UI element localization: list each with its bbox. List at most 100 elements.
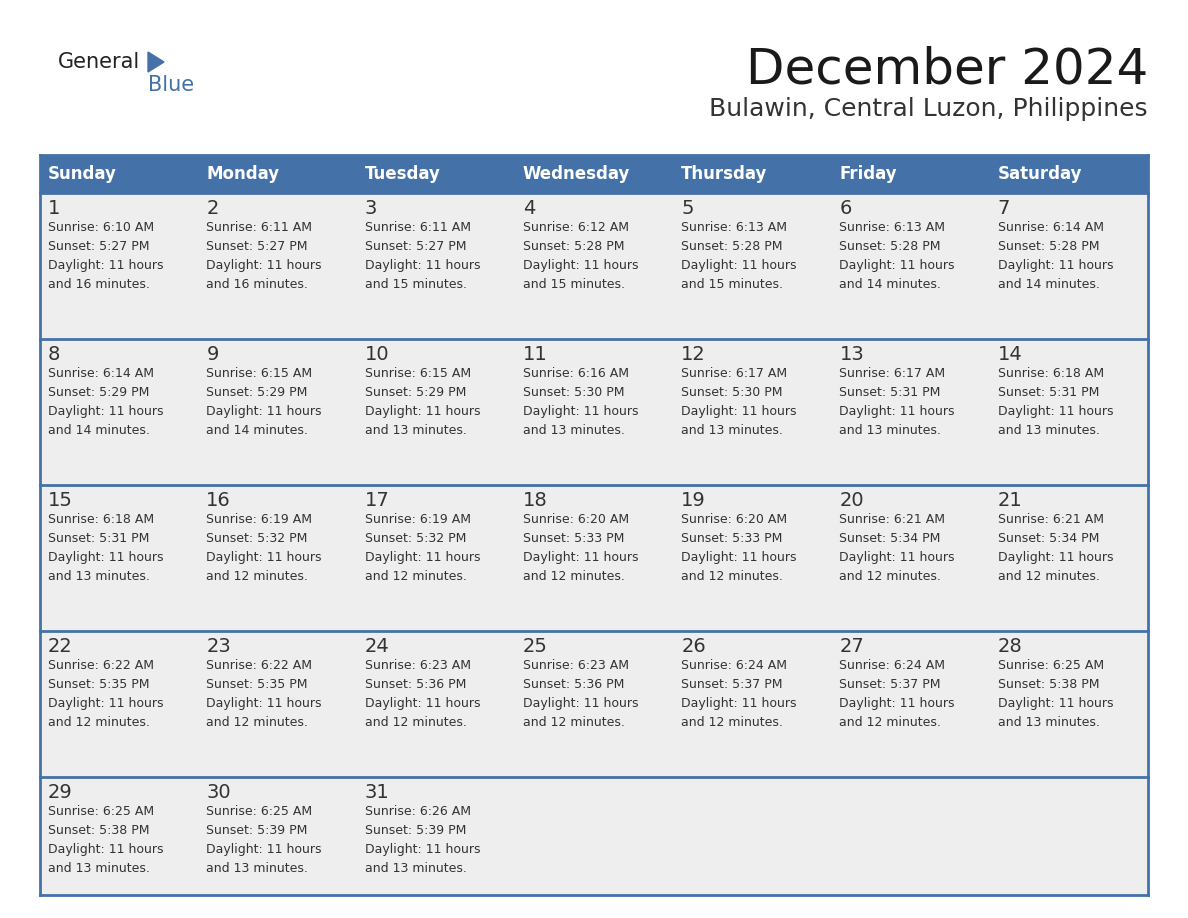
Bar xyxy=(40,155,198,193)
Text: Daylight: 11 hours: Daylight: 11 hours xyxy=(365,259,480,272)
Text: 20: 20 xyxy=(840,491,864,510)
Bar xyxy=(40,339,198,485)
Text: Daylight: 11 hours: Daylight: 11 hours xyxy=(207,843,322,856)
Text: 21: 21 xyxy=(998,491,1023,510)
Bar xyxy=(990,777,1148,895)
Text: Daylight: 11 hours: Daylight: 11 hours xyxy=(998,259,1113,272)
Bar xyxy=(514,193,674,339)
Text: Sunset: 5:29 PM: Sunset: 5:29 PM xyxy=(207,386,308,399)
Text: Sunset: 5:31 PM: Sunset: 5:31 PM xyxy=(48,532,150,545)
Bar xyxy=(356,485,514,631)
Text: Sunrise: 6:16 AM: Sunrise: 6:16 AM xyxy=(523,367,628,380)
Text: Daylight: 11 hours: Daylight: 11 hours xyxy=(523,259,638,272)
Text: Sunset: 5:31 PM: Sunset: 5:31 PM xyxy=(998,386,1099,399)
Text: and 12 minutes.: and 12 minutes. xyxy=(840,570,941,583)
Text: Sunset: 5:33 PM: Sunset: 5:33 PM xyxy=(523,532,624,545)
Text: 8: 8 xyxy=(48,345,61,364)
Text: Sunset: 5:29 PM: Sunset: 5:29 PM xyxy=(365,386,466,399)
Text: Sunset: 5:35 PM: Sunset: 5:35 PM xyxy=(48,678,150,691)
Text: Daylight: 11 hours: Daylight: 11 hours xyxy=(365,843,480,856)
Text: Sunrise: 6:20 AM: Sunrise: 6:20 AM xyxy=(523,513,628,526)
Text: and 15 minutes.: and 15 minutes. xyxy=(681,278,783,291)
Text: Sunrise: 6:13 AM: Sunrise: 6:13 AM xyxy=(681,221,788,234)
Text: Sunrise: 6:22 AM: Sunrise: 6:22 AM xyxy=(207,659,312,672)
Text: Daylight: 11 hours: Daylight: 11 hours xyxy=(207,697,322,710)
Text: Sunset: 5:36 PM: Sunset: 5:36 PM xyxy=(523,678,624,691)
Text: Daylight: 11 hours: Daylight: 11 hours xyxy=(365,551,480,564)
Text: Monday: Monday xyxy=(207,165,279,183)
Bar xyxy=(832,631,990,777)
Text: Sunrise: 6:18 AM: Sunrise: 6:18 AM xyxy=(998,367,1104,380)
Text: Sunrise: 6:15 AM: Sunrise: 6:15 AM xyxy=(365,367,470,380)
Text: Sunset: 5:27 PM: Sunset: 5:27 PM xyxy=(365,240,466,253)
Text: and 13 minutes.: and 13 minutes. xyxy=(365,424,467,437)
Text: Sunset: 5:28 PM: Sunset: 5:28 PM xyxy=(523,240,625,253)
Text: 28: 28 xyxy=(998,637,1023,656)
Text: Sunset: 5:28 PM: Sunset: 5:28 PM xyxy=(681,240,783,253)
Text: 16: 16 xyxy=(207,491,230,510)
Bar xyxy=(832,193,990,339)
Text: Sunrise: 6:24 AM: Sunrise: 6:24 AM xyxy=(681,659,788,672)
Bar xyxy=(832,339,990,485)
Text: 1: 1 xyxy=(48,199,61,218)
Text: Sunrise: 6:25 AM: Sunrise: 6:25 AM xyxy=(998,659,1104,672)
Text: 15: 15 xyxy=(48,491,72,510)
Bar xyxy=(198,485,356,631)
Bar xyxy=(514,485,674,631)
Bar xyxy=(198,631,356,777)
Bar xyxy=(356,155,514,193)
Bar xyxy=(514,777,674,895)
Bar xyxy=(990,193,1148,339)
Text: Daylight: 11 hours: Daylight: 11 hours xyxy=(207,405,322,418)
Text: and 12 minutes.: and 12 minutes. xyxy=(523,570,625,583)
Text: and 15 minutes.: and 15 minutes. xyxy=(365,278,467,291)
Text: and 12 minutes.: and 12 minutes. xyxy=(523,716,625,729)
Text: Daylight: 11 hours: Daylight: 11 hours xyxy=(523,697,638,710)
Text: Sunset: 5:31 PM: Sunset: 5:31 PM xyxy=(840,386,941,399)
Text: Sunrise: 6:25 AM: Sunrise: 6:25 AM xyxy=(207,805,312,818)
Text: and 12 minutes.: and 12 minutes. xyxy=(681,716,783,729)
Text: Sunset: 5:38 PM: Sunset: 5:38 PM xyxy=(48,824,150,837)
Text: Daylight: 11 hours: Daylight: 11 hours xyxy=(681,259,797,272)
Text: Sunrise: 6:23 AM: Sunrise: 6:23 AM xyxy=(523,659,628,672)
Text: 19: 19 xyxy=(681,491,706,510)
Text: 26: 26 xyxy=(681,637,706,656)
Text: Sunrise: 6:25 AM: Sunrise: 6:25 AM xyxy=(48,805,154,818)
Text: and 12 minutes.: and 12 minutes. xyxy=(207,716,308,729)
Text: Sunrise: 6:19 AM: Sunrise: 6:19 AM xyxy=(365,513,470,526)
Text: Tuesday: Tuesday xyxy=(365,165,441,183)
Text: and 12 minutes.: and 12 minutes. xyxy=(365,570,467,583)
Bar xyxy=(674,339,832,485)
Text: Sunset: 5:34 PM: Sunset: 5:34 PM xyxy=(998,532,1099,545)
Text: Sunrise: 6:21 AM: Sunrise: 6:21 AM xyxy=(840,513,946,526)
Text: Daylight: 11 hours: Daylight: 11 hours xyxy=(48,405,164,418)
Bar xyxy=(990,631,1148,777)
Text: and 12 minutes.: and 12 minutes. xyxy=(48,716,150,729)
Text: Daylight: 11 hours: Daylight: 11 hours xyxy=(840,551,955,564)
Text: Daylight: 11 hours: Daylight: 11 hours xyxy=(48,843,164,856)
Bar xyxy=(674,485,832,631)
Text: Sunrise: 6:17 AM: Sunrise: 6:17 AM xyxy=(681,367,788,380)
Text: and 12 minutes.: and 12 minutes. xyxy=(207,570,308,583)
Text: Daylight: 11 hours: Daylight: 11 hours xyxy=(207,259,322,272)
Text: 24: 24 xyxy=(365,637,390,656)
Text: 11: 11 xyxy=(523,345,548,364)
Text: 12: 12 xyxy=(681,345,706,364)
Text: and 13 minutes.: and 13 minutes. xyxy=(365,862,467,875)
Text: Daylight: 11 hours: Daylight: 11 hours xyxy=(681,405,797,418)
Text: 10: 10 xyxy=(365,345,390,364)
Text: Sunset: 5:39 PM: Sunset: 5:39 PM xyxy=(365,824,466,837)
Text: Daylight: 11 hours: Daylight: 11 hours xyxy=(48,259,164,272)
Text: Sunset: 5:27 PM: Sunset: 5:27 PM xyxy=(207,240,308,253)
Text: and 13 minutes.: and 13 minutes. xyxy=(840,424,941,437)
Text: Sunset: 5:38 PM: Sunset: 5:38 PM xyxy=(998,678,1099,691)
Text: Sunrise: 6:20 AM: Sunrise: 6:20 AM xyxy=(681,513,788,526)
Text: Daylight: 11 hours: Daylight: 11 hours xyxy=(48,551,164,564)
Text: Sunset: 5:35 PM: Sunset: 5:35 PM xyxy=(207,678,308,691)
Text: General: General xyxy=(58,52,140,72)
Text: Sunset: 5:28 PM: Sunset: 5:28 PM xyxy=(998,240,1099,253)
Text: Sunrise: 6:11 AM: Sunrise: 6:11 AM xyxy=(207,221,312,234)
Text: Sunset: 5:33 PM: Sunset: 5:33 PM xyxy=(681,532,783,545)
Text: Daylight: 11 hours: Daylight: 11 hours xyxy=(840,259,955,272)
Text: Daylight: 11 hours: Daylight: 11 hours xyxy=(365,405,480,418)
